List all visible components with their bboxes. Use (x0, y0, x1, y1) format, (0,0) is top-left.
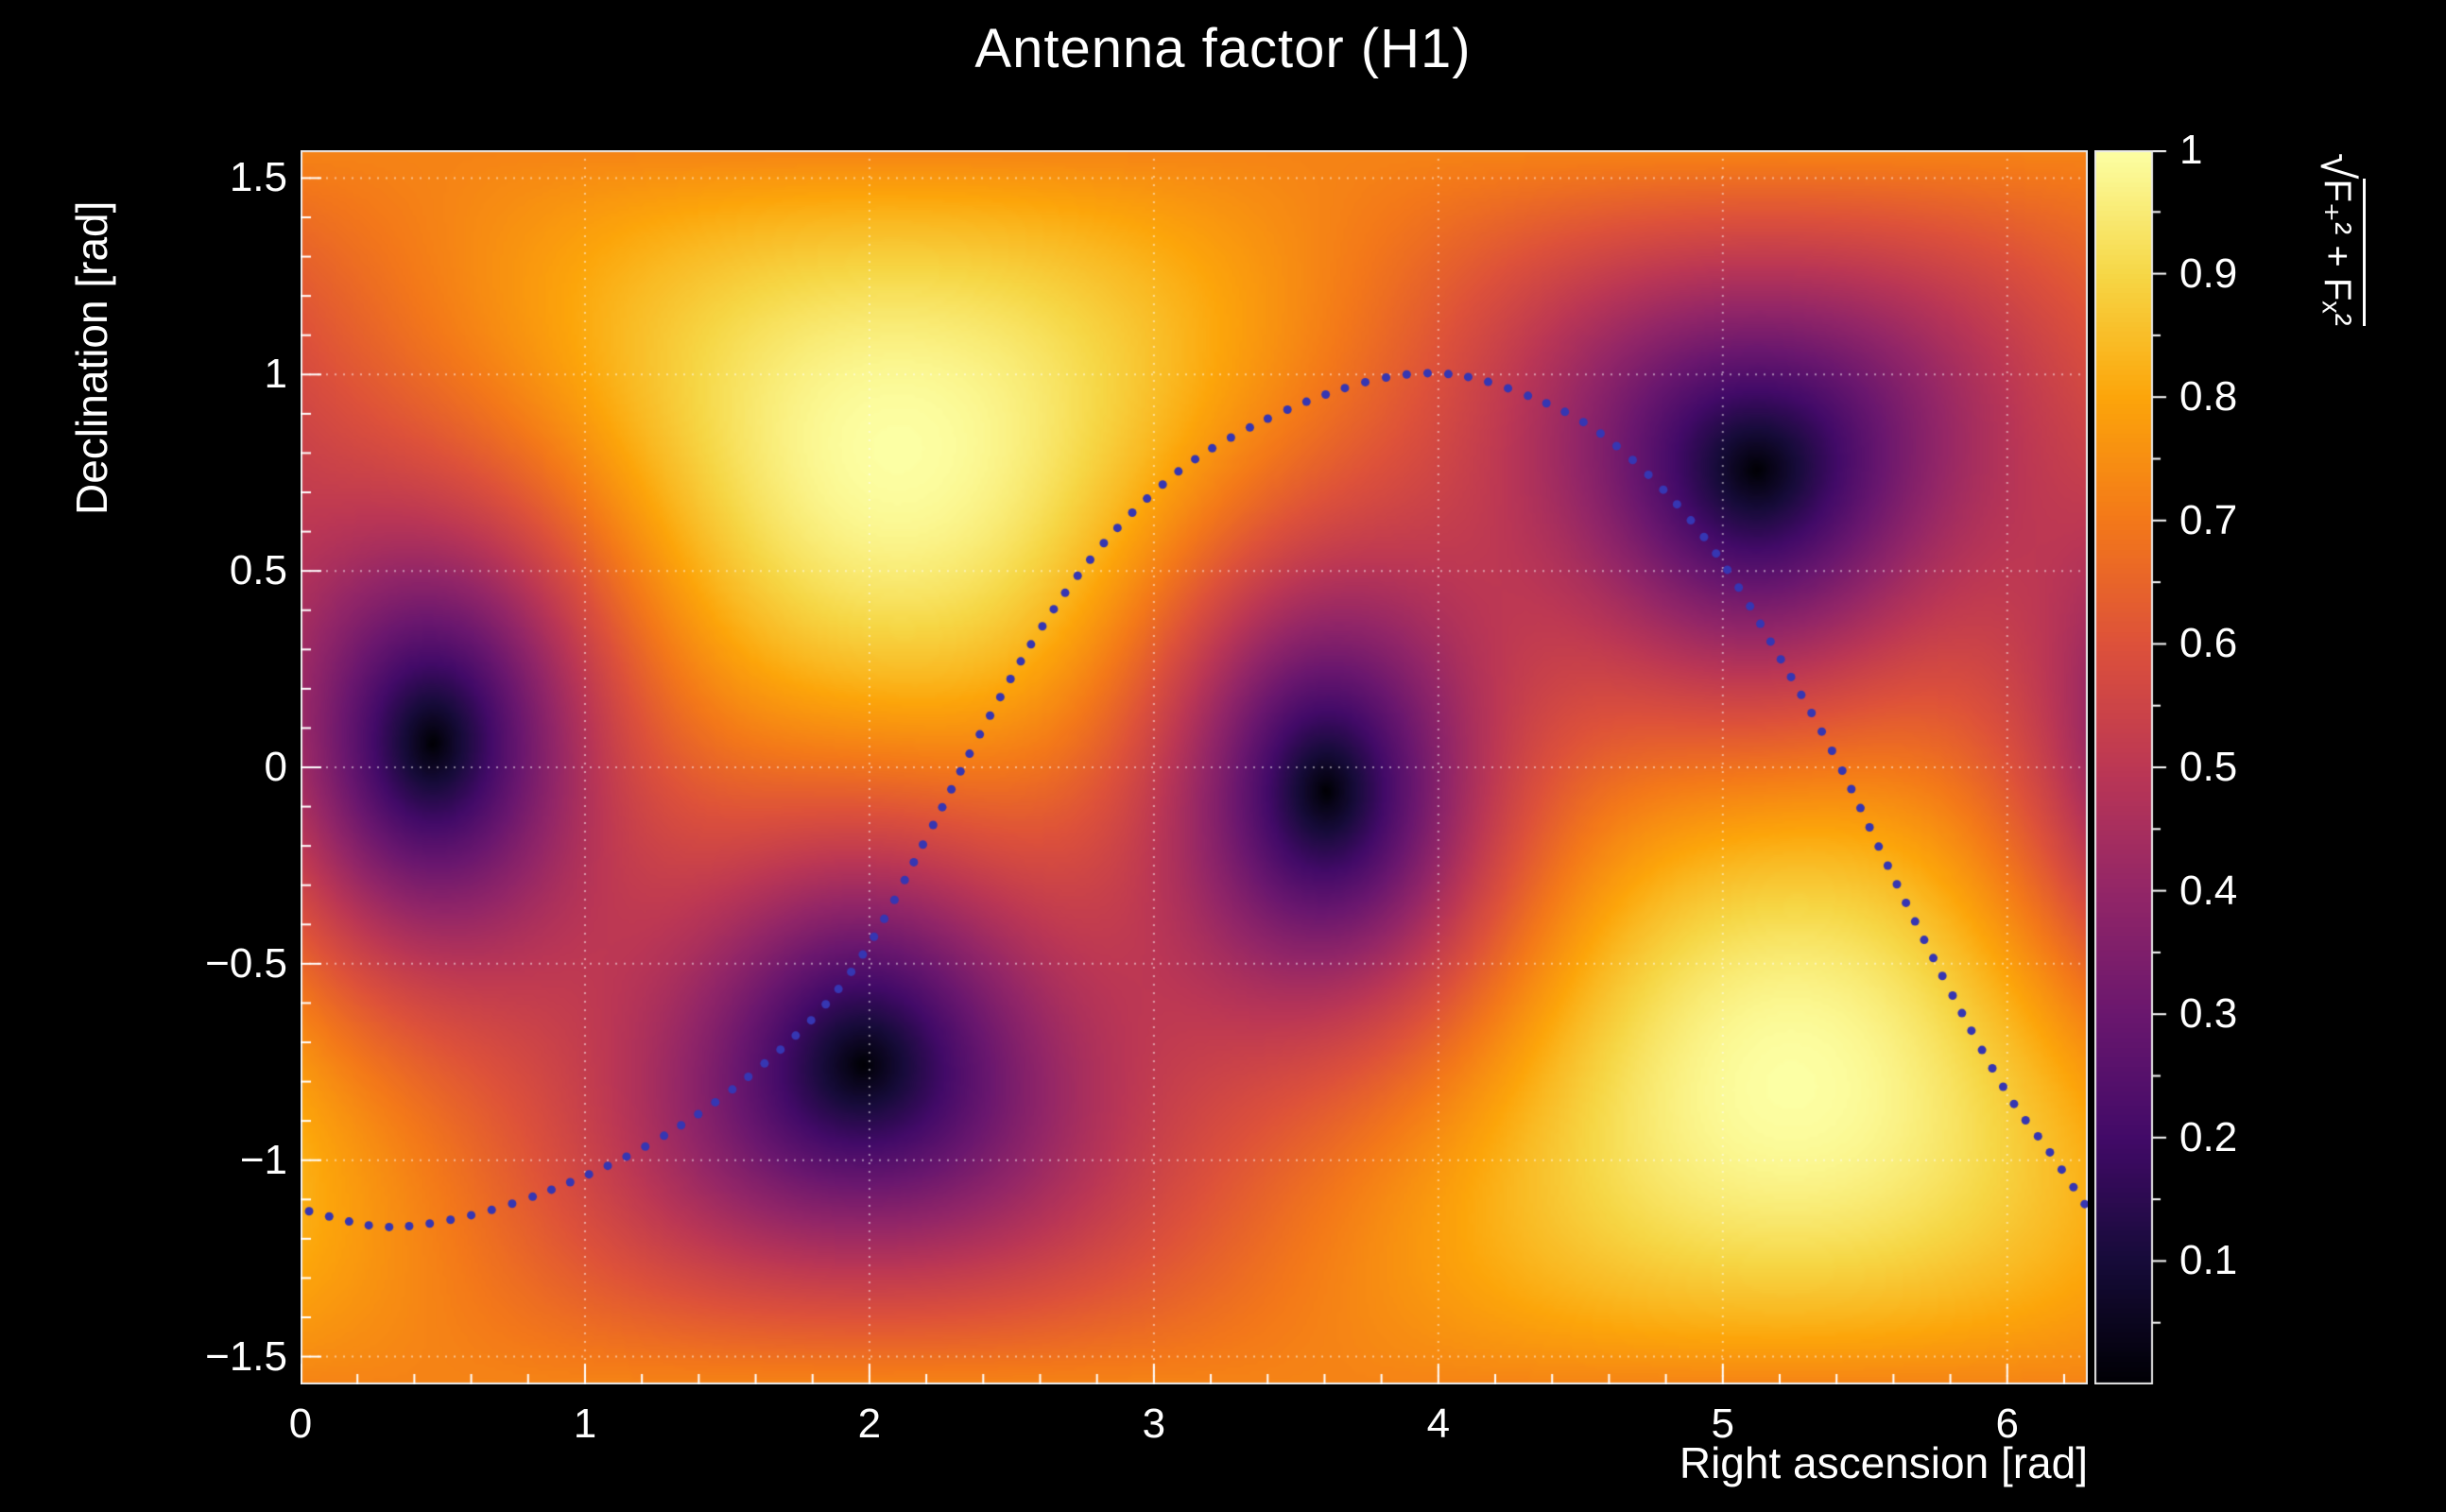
colorbar-tick-label: 0.1 (2179, 1237, 2238, 1284)
y-tick-label: 0.5 (229, 547, 287, 594)
y-tick-label: 1.5 (229, 154, 287, 201)
colorbar-tick-label: 0.3 (2179, 990, 2238, 1038)
x-tick-label: 4 (1426, 1400, 1451, 1447)
radical-sign-icon: √ (2311, 153, 2364, 180)
y-tick-label: −0.5 (205, 939, 287, 987)
x-axis-title: Right ascension [rad] (1679, 1438, 2088, 1487)
colorbar-tick-label: 0.5 (2179, 744, 2238, 790)
x-tick-label: 2 (857, 1400, 882, 1447)
x-tick-label: 3 (1142, 1400, 1166, 1447)
colorbar-tick-label: 0.4 (2179, 867, 2238, 914)
heatmap-plot-area (301, 150, 2088, 1384)
y-axis-title: Declination [rad] (67, 200, 116, 515)
colorbar-tick-label: 1 (2179, 127, 2203, 173)
colorbar-tick-label: 0.7 (2179, 496, 2238, 543)
colorbar-tick-label: 0.9 (2179, 249, 2238, 297)
colorbar-tick-label: 0.6 (2179, 620, 2238, 667)
colorbar (2094, 150, 2170, 1384)
x-tick-label: 5 (1711, 1400, 1735, 1447)
colorbar-title-expression: F₊² + Fₓ² (2317, 179, 2366, 326)
chart-title: Antenna factor (H1) (974, 18, 1472, 79)
colorbar-title: √F₊² + Fₓ² (2310, 153, 2366, 326)
colorbar-tick-label: 0.8 (2179, 373, 2238, 421)
x-tick-label: 1 (573, 1400, 597, 1447)
colorbar-tick-label: 0.2 (2179, 1113, 2238, 1160)
y-tick-label: 1 (264, 351, 287, 398)
y-tick-label: −1 (239, 1136, 287, 1183)
x-tick-label: 6 (1995, 1400, 2020, 1447)
x-tick-label: 0 (288, 1400, 313, 1447)
y-tick-label: 0 (264, 744, 287, 790)
y-tick-label: −1.5 (205, 1332, 287, 1380)
